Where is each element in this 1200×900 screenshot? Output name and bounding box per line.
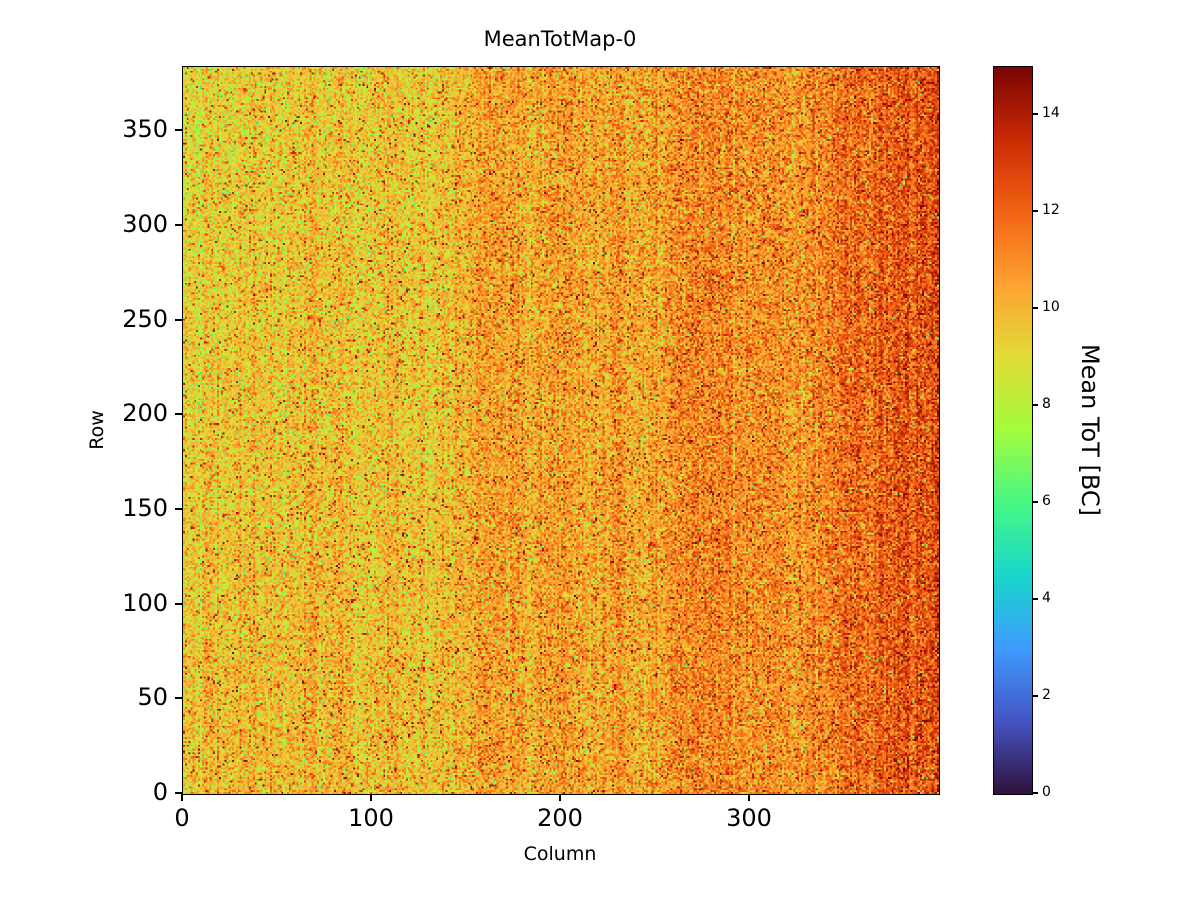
colorbar-tick-label: 2	[1042, 687, 1051, 704]
colorbar-tick-mark	[1032, 501, 1038, 504]
y-tick-label: 300	[122, 210, 168, 239]
colorbar	[993, 66, 1033, 795]
colorbar-tick-label: 12	[1042, 202, 1060, 219]
colorbar-tick-mark	[1032, 695, 1038, 698]
colorbar-tick-label: 10	[1042, 299, 1060, 316]
colorbar-tick-mark	[1032, 307, 1038, 310]
colorbar-tick-label: 0	[1042, 784, 1051, 800]
colorbar-tick-mark	[1032, 113, 1038, 116]
colorbar-tick-label: 6	[1042, 493, 1051, 510]
y-tick-mark	[175, 413, 182, 416]
colorbar-label: Mean ToT [BC]	[1076, 343, 1104, 517]
chart-title: MeanTotMap-0	[483, 27, 637, 51]
y-tick-mark	[175, 792, 182, 794]
colorbar-tick-label: 14	[1042, 105, 1060, 122]
y-tick-label: 250	[122, 304, 168, 333]
colorbar-tick-mark	[1032, 792, 1038, 794]
colorbar-tick-label: 4	[1042, 590, 1051, 607]
y-tick-mark	[175, 318, 182, 321]
colorbar-tick-label: 8	[1042, 396, 1051, 413]
x-tick-label: 100	[348, 804, 394, 832]
x-tick-label: 0	[174, 804, 190, 832]
heatmap-plot	[182, 66, 940, 795]
y-tick-label: 50	[137, 683, 168, 712]
colorbar-tick-mark	[1032, 404, 1038, 407]
y-tick-label: 350	[122, 115, 168, 144]
y-tick-label: 200	[122, 399, 168, 428]
x-tick-mark	[181, 794, 183, 801]
y-tick-label: 0	[152, 778, 168, 806]
y-tick-label: 100	[122, 588, 168, 617]
x-tick-mark	[748, 794, 750, 801]
y-tick-label: 150	[122, 494, 168, 523]
colorbar-tick-mark	[1032, 210, 1038, 213]
x-tick-label: 200	[537, 804, 583, 832]
y-tick-mark	[175, 508, 182, 511]
y-tick-mark	[175, 224, 182, 227]
y-tick-mark	[175, 129, 182, 132]
heatmap-canvas	[183, 67, 939, 794]
y-tick-mark	[175, 602, 182, 605]
x-tick-label: 300	[726, 804, 772, 832]
x-tick-mark	[370, 794, 372, 801]
x-axis-label: Column	[523, 843, 597, 865]
y-tick-mark	[175, 697, 182, 700]
y-axis-label: Row	[86, 410, 108, 450]
x-tick-mark	[559, 794, 561, 801]
colorbar-tick-mark	[1032, 598, 1038, 601]
